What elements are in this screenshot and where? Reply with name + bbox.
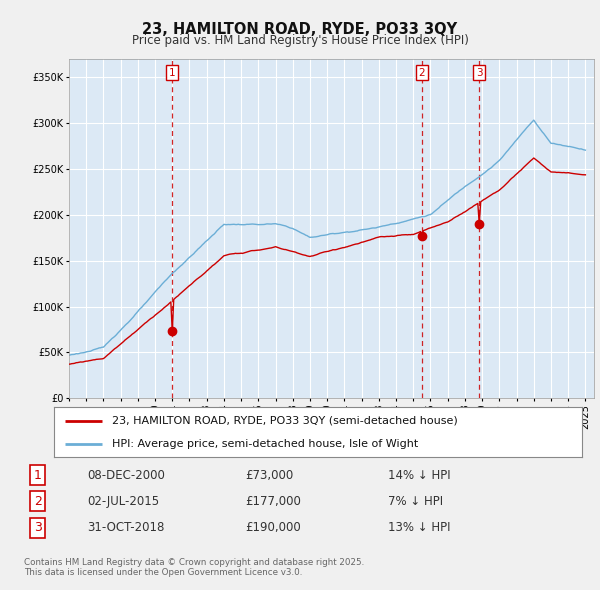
- Text: 23, HAMILTON ROAD, RYDE, PO33 3QY: 23, HAMILTON ROAD, RYDE, PO33 3QY: [142, 22, 458, 37]
- Text: 3: 3: [34, 521, 42, 534]
- Text: 3: 3: [476, 68, 482, 78]
- Text: Contains HM Land Registry data © Crown copyright and database right 2025.
This d: Contains HM Land Registry data © Crown c…: [24, 558, 364, 577]
- Text: 2: 2: [34, 495, 42, 508]
- Text: 14% ↓ HPI: 14% ↓ HPI: [388, 468, 451, 481]
- Text: £190,000: £190,000: [245, 521, 301, 534]
- Text: £73,000: £73,000: [245, 468, 293, 481]
- Text: 02-JUL-2015: 02-JUL-2015: [88, 495, 160, 508]
- Text: 1: 1: [34, 468, 42, 481]
- Text: 13% ↓ HPI: 13% ↓ HPI: [388, 521, 451, 534]
- Text: 31-OCT-2018: 31-OCT-2018: [88, 521, 165, 534]
- Text: 23, HAMILTON ROAD, RYDE, PO33 3QY (semi-detached house): 23, HAMILTON ROAD, RYDE, PO33 3QY (semi-…: [112, 415, 458, 425]
- Text: 7% ↓ HPI: 7% ↓ HPI: [388, 495, 443, 508]
- Text: 08-DEC-2000: 08-DEC-2000: [88, 468, 166, 481]
- Text: HPI: Average price, semi-detached house, Isle of Wight: HPI: Average price, semi-detached house,…: [112, 439, 418, 449]
- Text: 1: 1: [169, 68, 176, 78]
- Text: £177,000: £177,000: [245, 495, 301, 508]
- Text: 2: 2: [419, 68, 425, 78]
- Text: Price paid vs. HM Land Registry's House Price Index (HPI): Price paid vs. HM Land Registry's House …: [131, 34, 469, 47]
